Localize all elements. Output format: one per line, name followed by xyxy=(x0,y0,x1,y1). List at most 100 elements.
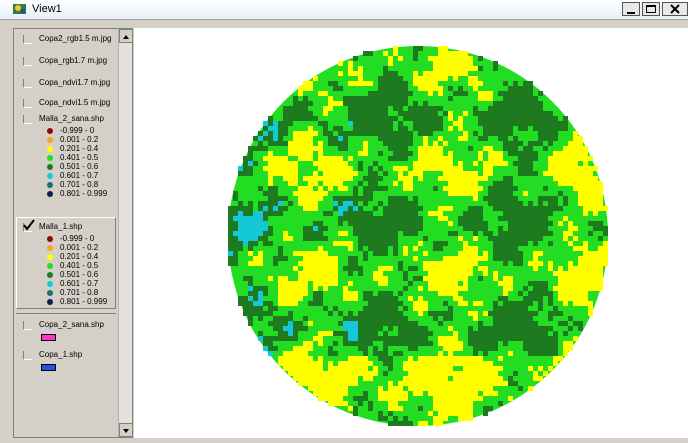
map-cell xyxy=(283,106,288,111)
layer-name[interactable]: Copa2_rgb1.5 m.jpg xyxy=(39,34,117,44)
map-cell xyxy=(478,276,483,281)
map-cell xyxy=(423,116,428,121)
scrollbar[interactable] xyxy=(118,29,133,437)
map-cell xyxy=(373,276,378,281)
map-cell xyxy=(383,221,388,226)
map-cell xyxy=(518,316,523,321)
map-cell xyxy=(303,341,308,346)
map-cell xyxy=(438,146,443,151)
layer-name[interactable]: Copa_ndvi1.7 m.jpg xyxy=(39,78,117,88)
map-cell xyxy=(543,286,548,291)
layer-name[interactable]: Copa_ndvi1.5 m.jpg xyxy=(39,98,117,108)
map-cell xyxy=(348,111,353,116)
maximize-button[interactable] xyxy=(642,2,660,16)
layer-checkbox[interactable] xyxy=(23,351,32,360)
map-cell xyxy=(333,196,338,201)
map-cell xyxy=(568,276,573,281)
map-cell xyxy=(448,286,453,291)
layer-name[interactable]: Malla_1.shp xyxy=(39,222,117,232)
map-cell xyxy=(318,271,323,276)
map-cell xyxy=(508,301,513,306)
layer-checkbox[interactable] xyxy=(23,57,32,66)
layer-checkbox[interactable] xyxy=(23,321,32,330)
map-cell xyxy=(563,201,568,206)
map-cell xyxy=(338,386,343,391)
map-cell xyxy=(518,386,523,391)
map-cell xyxy=(548,171,553,176)
map-cell xyxy=(533,156,538,161)
map-cell xyxy=(598,256,603,261)
layer-checkbox[interactable] xyxy=(23,99,32,108)
map-cell xyxy=(468,396,473,401)
map-cell xyxy=(483,136,488,141)
map-cell xyxy=(508,351,513,356)
map-cell xyxy=(338,156,343,161)
map-cell xyxy=(578,301,583,306)
map-cell xyxy=(523,236,528,241)
map-cell xyxy=(483,231,488,236)
map-cell xyxy=(448,351,453,356)
map-cell xyxy=(303,141,308,146)
map-cell xyxy=(463,411,468,416)
map-cell xyxy=(298,101,303,106)
map-cell xyxy=(453,231,458,236)
map-cell xyxy=(263,131,268,136)
map-cell xyxy=(483,411,488,416)
map-cell xyxy=(538,331,543,336)
map-cell xyxy=(593,251,598,256)
map-cell xyxy=(358,356,363,361)
map-cell xyxy=(603,206,608,211)
layer-checkbox[interactable] xyxy=(23,35,32,44)
layer-name[interactable]: Copa_1.shp xyxy=(39,350,117,360)
map-cell xyxy=(403,206,408,211)
map-cell xyxy=(348,256,353,261)
map-cell xyxy=(358,221,363,226)
map-cell xyxy=(293,301,298,306)
map-cell xyxy=(348,221,353,226)
map-cell xyxy=(508,281,513,286)
map-cell xyxy=(563,281,568,286)
map-cell xyxy=(403,136,408,141)
layer-name[interactable]: Malla_2_sana.shp xyxy=(39,114,117,124)
map-cell xyxy=(378,416,383,421)
map-cell xyxy=(538,301,543,306)
layer-checkbox[interactable] xyxy=(23,79,32,88)
map-cell xyxy=(498,321,503,326)
map-cell xyxy=(393,236,398,241)
minimize-button[interactable] xyxy=(622,2,640,16)
map-cell xyxy=(503,326,508,331)
map-cell xyxy=(233,251,238,256)
map-cell xyxy=(578,266,583,271)
map-cell xyxy=(533,151,538,156)
layer-checkbox[interactable] xyxy=(23,223,32,232)
map-cell xyxy=(438,176,443,181)
legend-symbol xyxy=(47,245,53,251)
layer-name[interactable]: Copa_2_sana.shp xyxy=(39,320,117,330)
scroll-up[interactable] xyxy=(119,29,133,43)
map-cell xyxy=(428,81,433,86)
map-cell xyxy=(348,326,353,331)
map-cell xyxy=(323,166,328,171)
layer-checkbox[interactable] xyxy=(23,115,32,124)
map-cell xyxy=(308,116,313,121)
layer-name[interactable]: Copa_rgb1.7 m.jpg xyxy=(39,56,117,66)
map-cell xyxy=(503,336,508,341)
map-cell xyxy=(343,196,348,201)
map-cell xyxy=(513,116,518,121)
map-cell xyxy=(513,251,518,256)
map-cell xyxy=(373,316,378,321)
map-cell xyxy=(463,136,468,141)
map-cell xyxy=(578,326,583,331)
close-button[interactable] xyxy=(662,2,688,16)
map-cell xyxy=(543,226,548,231)
map-cell xyxy=(348,211,353,216)
map-cell xyxy=(523,311,528,316)
scroll-down[interactable] xyxy=(119,423,133,437)
map-cell xyxy=(423,261,428,266)
map-cell xyxy=(478,346,483,351)
map-cell xyxy=(508,91,513,96)
map-cell xyxy=(398,421,403,426)
map-cell xyxy=(463,181,468,186)
map-cell xyxy=(513,256,518,261)
map-cell xyxy=(318,291,323,296)
